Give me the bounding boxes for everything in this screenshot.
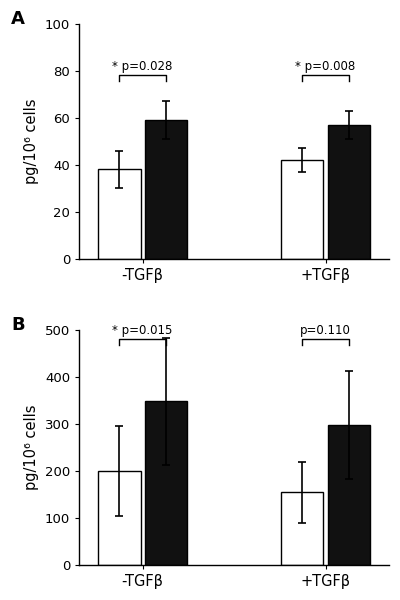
Bar [98,169,140,259]
Text: * p=0.008: * p=0.008 [296,60,356,73]
Text: A: A [11,10,25,28]
Text: B: B [11,316,25,334]
Bar [328,425,370,565]
Bar [328,125,370,259]
Text: * p=0.015: * p=0.015 [112,324,173,337]
Bar [145,120,187,259]
Y-axis label: pg/10⁶ cells: pg/10⁶ cells [24,98,40,184]
Bar [145,401,187,565]
Y-axis label: pg/10⁶ cells: pg/10⁶ cells [24,404,40,490]
Text: p=0.110: p=0.110 [300,324,351,337]
Text: * p=0.028: * p=0.028 [112,60,173,73]
Bar [281,160,324,259]
Bar [281,492,324,565]
Bar [98,471,140,565]
